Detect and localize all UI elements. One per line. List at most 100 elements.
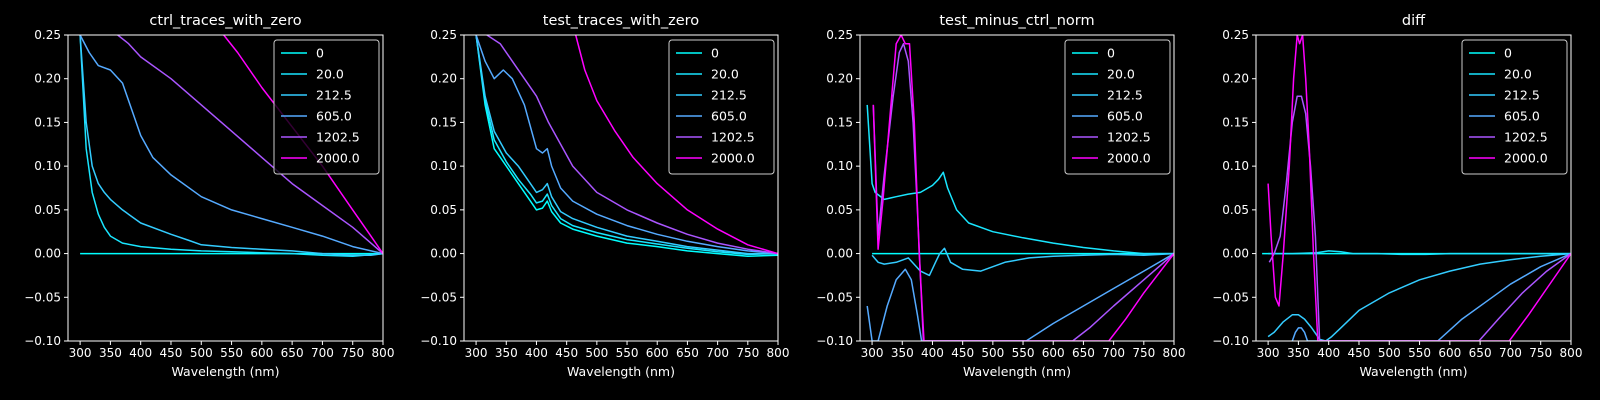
- y-tick-label: 0.00: [34, 247, 61, 261]
- legend-label: 0: [711, 46, 719, 61]
- chart-panel-2: 300 350 400 450 500 550 600 650 700 750 800 −0.10 −0…: [420, 13, 789, 379]
- series-group: [1262, 35, 1571, 341]
- x-tick-label: 350: [495, 346, 518, 360]
- y-tick-label: −0.10: [816, 334, 853, 348]
- series-line-605-0: [475, 35, 778, 255]
- x-tick-label: 500: [190, 346, 213, 360]
- x-tick-label: 550: [1012, 346, 1035, 360]
- series-line-20-0: [79, 35, 383, 257]
- legend-label: 605.0: [1504, 109, 1540, 124]
- legend-label: 20.0: [1107, 67, 1135, 82]
- series-line-212-5: [1267, 252, 1571, 341]
- legend-label: 0: [1504, 46, 1512, 61]
- legend-label: 605.0: [316, 109, 352, 124]
- legend-label: 212.5: [1107, 88, 1143, 103]
- legend-label: 1202.5: [1504, 130, 1548, 145]
- legend: 0 20.0 212.5 605.0 1202.5 2000.0: [1064, 39, 1171, 175]
- chart-title: diff: [1402, 13, 1426, 29]
- x-tick-label: 700: [1499, 346, 1522, 360]
- x-tick-label: 700: [706, 346, 729, 360]
- x-tick-label: 300: [465, 346, 488, 360]
- series-group: [866, 35, 1174, 341]
- legend-label: 212.5: [316, 88, 352, 103]
- x-axis-label: Wavelength (nm): [963, 364, 1071, 379]
- legend-label: 212.5: [711, 88, 747, 103]
- legend: 0 20.0 212.5 605.0 1202.5 2000.0: [273, 39, 380, 175]
- x-tick-label: 350: [99, 346, 122, 360]
- x-tick-label: 700: [311, 346, 334, 360]
- y-tick-label: 0.20: [826, 72, 853, 86]
- y-tick-label: −0.10: [420, 334, 457, 348]
- axes-frame: [859, 34, 1175, 342]
- series-line-605-0: [1291, 252, 1571, 341]
- axes-frame: [463, 34, 779, 342]
- y-tick-label: 0.25: [34, 28, 61, 42]
- x-tick-label: 650: [1072, 346, 1095, 360]
- y-tick-label: −0.05: [1212, 290, 1249, 304]
- x-tick-label: 400: [1317, 346, 1340, 360]
- y-tick-label: 0.25: [826, 28, 853, 42]
- series-line-20-0: [475, 35, 778, 256]
- y-tick-label: 0.05: [826, 203, 853, 217]
- legend-label: 1202.5: [316, 130, 360, 145]
- legend-label: 212.5: [1504, 88, 1540, 103]
- y-tick-label: 0.25: [430, 28, 457, 42]
- legend-label: 20.0: [316, 67, 344, 82]
- legend-label: 1202.5: [711, 130, 755, 145]
- x-tick-label: 600: [1438, 346, 1461, 360]
- y-tick-label: 0.25: [1222, 28, 1249, 42]
- y-tick-label: −0.05: [816, 290, 853, 304]
- chart-panel-4: 300 350 400 450 500 550 600 650 700 750 800 −0.10 −0…: [1212, 13, 1582, 379]
- y-tick-label: 0.20: [34, 72, 61, 86]
- series-line-2000-0: [574, 35, 778, 255]
- x-tick-label: 500: [585, 346, 608, 360]
- chart-title: ctrl_traces_with_zero: [149, 13, 301, 29]
- x-axis-label: Wavelength (nm): [1360, 364, 1468, 379]
- x-tick-label: 400: [129, 346, 152, 360]
- chart-panel-1: 300 350 400 450 500 550 600 650 700 750 800 −0.10 −0…: [24, 13, 394, 379]
- x-tick-label: 650: [1469, 346, 1492, 360]
- y-tick-label: 0.10: [1222, 159, 1249, 173]
- series-line-2000-0: [872, 35, 1174, 341]
- series-group: [475, 35, 778, 257]
- series-line-0: [475, 35, 778, 257]
- x-axis-label: Wavelength (nm): [172, 364, 280, 379]
- chart-title: test_traces_with_zero: [543, 13, 700, 29]
- x-tick-label: 550: [1408, 346, 1431, 360]
- series-line-1202-5: [486, 35, 778, 255]
- x-tick-label: 800: [767, 346, 790, 360]
- y-tick-label: 0.00: [430, 247, 457, 261]
- y-tick-label: 0.00: [1222, 247, 1249, 261]
- y-tick-label: 0.00: [826, 247, 853, 261]
- x-tick-label: 600: [646, 346, 669, 360]
- series-line-605-0: [79, 35, 383, 255]
- x-tick-label: 800: [372, 346, 395, 360]
- x-tick-label: 750: [1132, 346, 1155, 360]
- legend: 0 20.0 212.5 605.0 1202.5 2000.0: [668, 39, 775, 175]
- legend-label: 605.0: [1107, 109, 1143, 124]
- legend-label: 605.0: [711, 109, 747, 124]
- x-tick-label: 300: [69, 346, 92, 360]
- y-tick-label: 0.20: [1222, 72, 1249, 86]
- series-line-212-5: [871, 247, 1174, 277]
- x-tick-label: 450: [555, 346, 578, 360]
- x-tick-label: 750: [341, 346, 364, 360]
- x-tick-label: 500: [1378, 346, 1401, 360]
- x-tick-label: 450: [951, 346, 974, 360]
- series-line-20-0: [866, 104, 1174, 255]
- x-tick-label: 750: [1529, 346, 1552, 360]
- x-tick-label: 300: [1257, 346, 1280, 360]
- legend-label: 2000.0: [1107, 151, 1151, 166]
- x-tick-label: 750: [736, 346, 759, 360]
- x-tick-label: 550: [220, 346, 243, 360]
- x-tick-label: 450: [1348, 346, 1371, 360]
- legend-label: 2000.0: [1504, 151, 1548, 166]
- legend-label: 2000.0: [316, 151, 360, 166]
- x-tick-label: 650: [281, 346, 304, 360]
- legend-label: 2000.0: [711, 151, 755, 166]
- y-tick-label: 0.10: [430, 159, 457, 173]
- y-tick-label: 0.15: [1222, 115, 1249, 129]
- series-line-605-0: [866, 252, 1174, 341]
- y-tick-label: −0.05: [420, 290, 457, 304]
